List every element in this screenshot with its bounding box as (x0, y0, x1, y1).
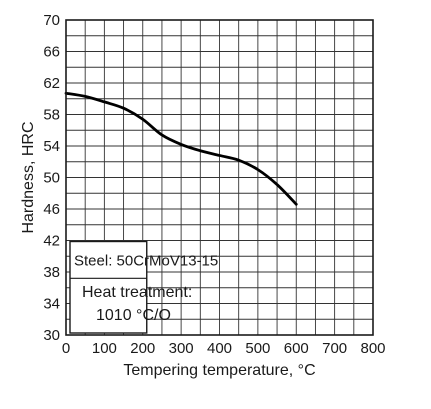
x-tick-label: 600 (284, 340, 309, 357)
x-tick-labels: 0 100 200 300 400 500 600 700 800 (62, 340, 386, 357)
annotation-heat-treatment-value: 1010 °C/O (96, 307, 171, 324)
y-axis-label: Hardness, HRC (20, 121, 37, 233)
y-tick-label: 58 (43, 107, 60, 124)
x-tick-label: 400 (207, 340, 232, 357)
y-tick-label: 66 (43, 44, 60, 61)
x-tick-label: 700 (322, 340, 347, 357)
y-tick-label: 42 (43, 233, 60, 250)
y-tick-label: 38 (43, 264, 60, 281)
y-tick-label: 54 (43, 138, 60, 155)
x-tick-label: 800 (360, 340, 385, 357)
x-tick-label: 300 (169, 340, 194, 357)
x-tick-label: 200 (130, 340, 155, 357)
y-tick-label: 46 (43, 201, 60, 218)
x-tick-label: 0 (62, 340, 70, 357)
annotation-heat-treatment-label: Heat treatment: (82, 284, 192, 301)
y-tick-label: 30 (43, 327, 60, 344)
y-tick-labels: 30 34 38 42 46 50 54 58 62 66 70 (43, 12, 60, 344)
y-tick-label: 62 (43, 75, 60, 92)
x-axis-label: Tempering temperature, °C (123, 362, 315, 379)
x-tick-label: 100 (92, 340, 117, 357)
y-tick-label: 70 (43, 12, 60, 29)
x-tick-label: 500 (245, 340, 270, 357)
y-tick-label: 50 (43, 170, 60, 187)
y-tick-label: 34 (43, 296, 60, 313)
annotation-steel: Steel: 50CrMoV13-15 (74, 253, 218, 270)
